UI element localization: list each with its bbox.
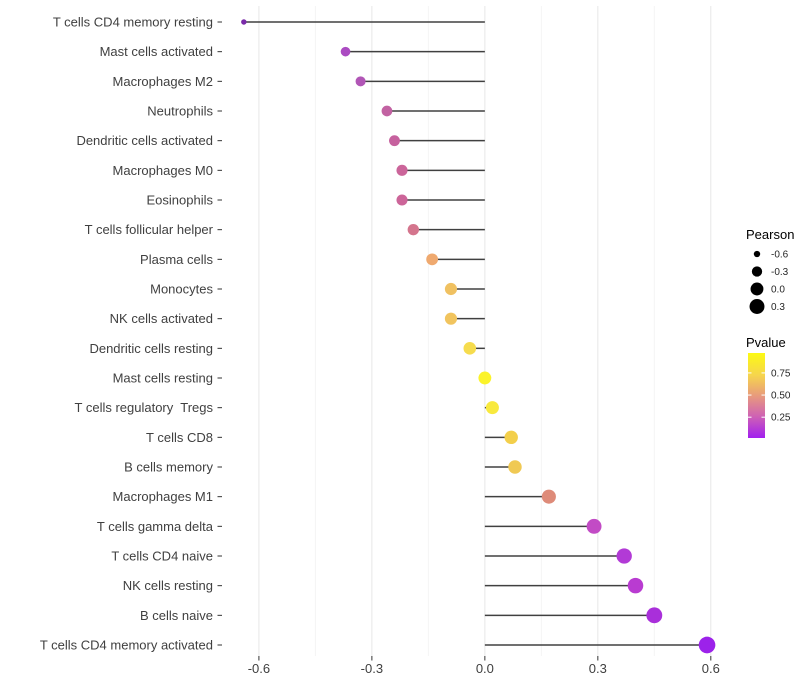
lollipop-dot (485, 401, 499, 415)
lollipop-dot (444, 312, 458, 325)
y-axis-label: Macrophages M2 (113, 74, 213, 89)
x-axis-tick-label: -0.6 (248, 661, 270, 676)
lollipop-dot (616, 548, 632, 564)
size-legend-dot (750, 282, 764, 296)
y-axis-label: Eosinophils (147, 193, 214, 208)
lollipop-dot (426, 253, 439, 266)
x-axis-tick-label: 0.0 (476, 661, 494, 676)
size-legend-label: 0.3 (771, 302, 785, 313)
y-axis-label: NK cells resting (123, 578, 213, 593)
size-legend-label: -0.6 (771, 250, 789, 261)
y-axis-label: Dendritic cells activated (76, 133, 213, 148)
size-legend-label: -0.3 (771, 267, 789, 278)
lollipop-dot (586, 518, 602, 534)
lollipop-dot (389, 135, 400, 147)
y-axis-label: T cells CD4 naive (111, 549, 213, 564)
x-axis-tick-label: 0.6 (702, 661, 720, 676)
colorbar-label: 0.50 (771, 391, 791, 402)
size-legend-label: 0.0 (771, 285, 785, 296)
color-legend-title: Pvalue (746, 335, 786, 350)
lollipop-dot (508, 460, 522, 474)
y-axis-label: B cells memory (124, 460, 213, 475)
y-axis-label: Monocytes (150, 282, 213, 297)
size-legend-dot (749, 299, 765, 314)
lollipop-dot (396, 164, 408, 176)
colorbar-label: 0.25 (771, 413, 791, 424)
lollipop-dot (627, 577, 644, 594)
x-axis-tick-label: -0.3 (361, 661, 383, 676)
y-axis-label: T cells CD8 (146, 430, 213, 445)
y-axis-label: T cells follicular helper (85, 222, 214, 237)
lollipop-dot (241, 19, 247, 25)
y-axis-label: T cells CD4 memory activated (40, 638, 213, 653)
size-legend-dot (751, 266, 763, 277)
x-axis-tick-label: 0.3 (589, 661, 607, 676)
lollipop-dot (463, 342, 477, 355)
y-axis-label: Mast cells resting (113, 371, 213, 386)
y-axis-label: Dendritic cells resting (89, 341, 213, 356)
y-axis-label: Macrophages M0 (113, 163, 213, 178)
lollipop-dot (396, 194, 408, 206)
y-axis-label: Macrophages M1 (113, 489, 213, 504)
lollipop-dot (340, 46, 351, 57)
y-axis-label: T cells gamma delta (97, 519, 214, 534)
y-axis-label: Neutrophils (147, 104, 213, 119)
lollipop-dot (355, 76, 366, 87)
size-legend-title: Pearson (746, 227, 795, 242)
y-axis-label: Plasma cells (140, 252, 213, 267)
colorbar-label: 0.75 (771, 368, 791, 379)
colorbar (748, 353, 765, 438)
size-legend-dot (753, 250, 761, 258)
y-axis-label: T cells CD4 memory resting (53, 15, 213, 30)
lollipop-dot (444, 282, 458, 296)
y-axis-label: T cells regulatory Tregs (75, 400, 214, 415)
lollipop-dot (504, 430, 518, 445)
lollipop-dot (478, 371, 492, 385)
y-axis-label: B cells naive (140, 608, 213, 623)
lollipop-dot (407, 223, 419, 236)
lollipop-dot (381, 105, 393, 117)
lollipop-dot (698, 636, 716, 654)
y-axis-label: Mast cells activated (100, 44, 213, 59)
y-axis-label: NK cells activated (110, 311, 213, 326)
lollipop-dot (646, 607, 663, 624)
lollipop-dot (541, 489, 556, 504)
